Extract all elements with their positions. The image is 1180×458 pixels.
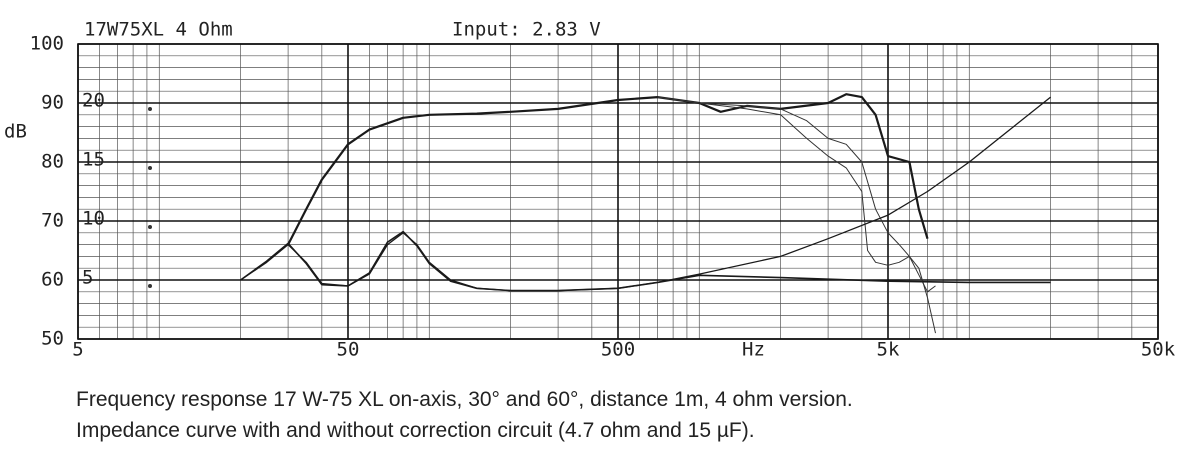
y-tick-label: 90: [41, 92, 64, 114]
x-tick-label: 500: [601, 339, 635, 361]
x-tick-label: 5: [72, 339, 83, 361]
y-tick-label: 60: [41, 269, 64, 291]
response-curve: [657, 96, 936, 293]
response-curve: [240, 230, 1051, 292]
response-curve: [287, 93, 929, 246]
y2-tick-mark: [148, 284, 152, 288]
y2-tick-label: 15: [82, 149, 105, 171]
response-curve: [240, 96, 1052, 292]
y-tick-label: 70: [41, 210, 64, 232]
chart-title: 17W75XL 4 Ohm: [84, 19, 233, 41]
y-tick-label: 100: [30, 33, 64, 55]
y2-tick-mark: [148, 107, 152, 111]
plot-frame: [77, 43, 1159, 340]
y-axis-label: dB: [4, 121, 27, 143]
y2-tick-label: 20: [82, 90, 105, 112]
y-tick-label: 80: [41, 151, 64, 173]
y2-tick-mark: [148, 166, 152, 170]
x-tick-label: 5k: [877, 339, 900, 361]
chart-subtitle: Input: 2.83 V: [452, 19, 601, 41]
y2-tick-mark: [148, 225, 152, 229]
caption-line: Frequency response 17 W-75 XL on-axis, 3…: [76, 388, 853, 411]
y2-tick-label: 10: [82, 208, 105, 230]
y-tick-label: 50: [41, 328, 64, 350]
x-axis-label: Hz: [742, 339, 765, 361]
y2-tick-label: 5: [82, 267, 93, 289]
response-curve: [657, 96, 936, 334]
caption-line: Impedance curve with and without correct…: [76, 419, 755, 442]
x-tick-label: 50: [337, 339, 360, 361]
x-tick-label: 50k: [1141, 339, 1176, 361]
